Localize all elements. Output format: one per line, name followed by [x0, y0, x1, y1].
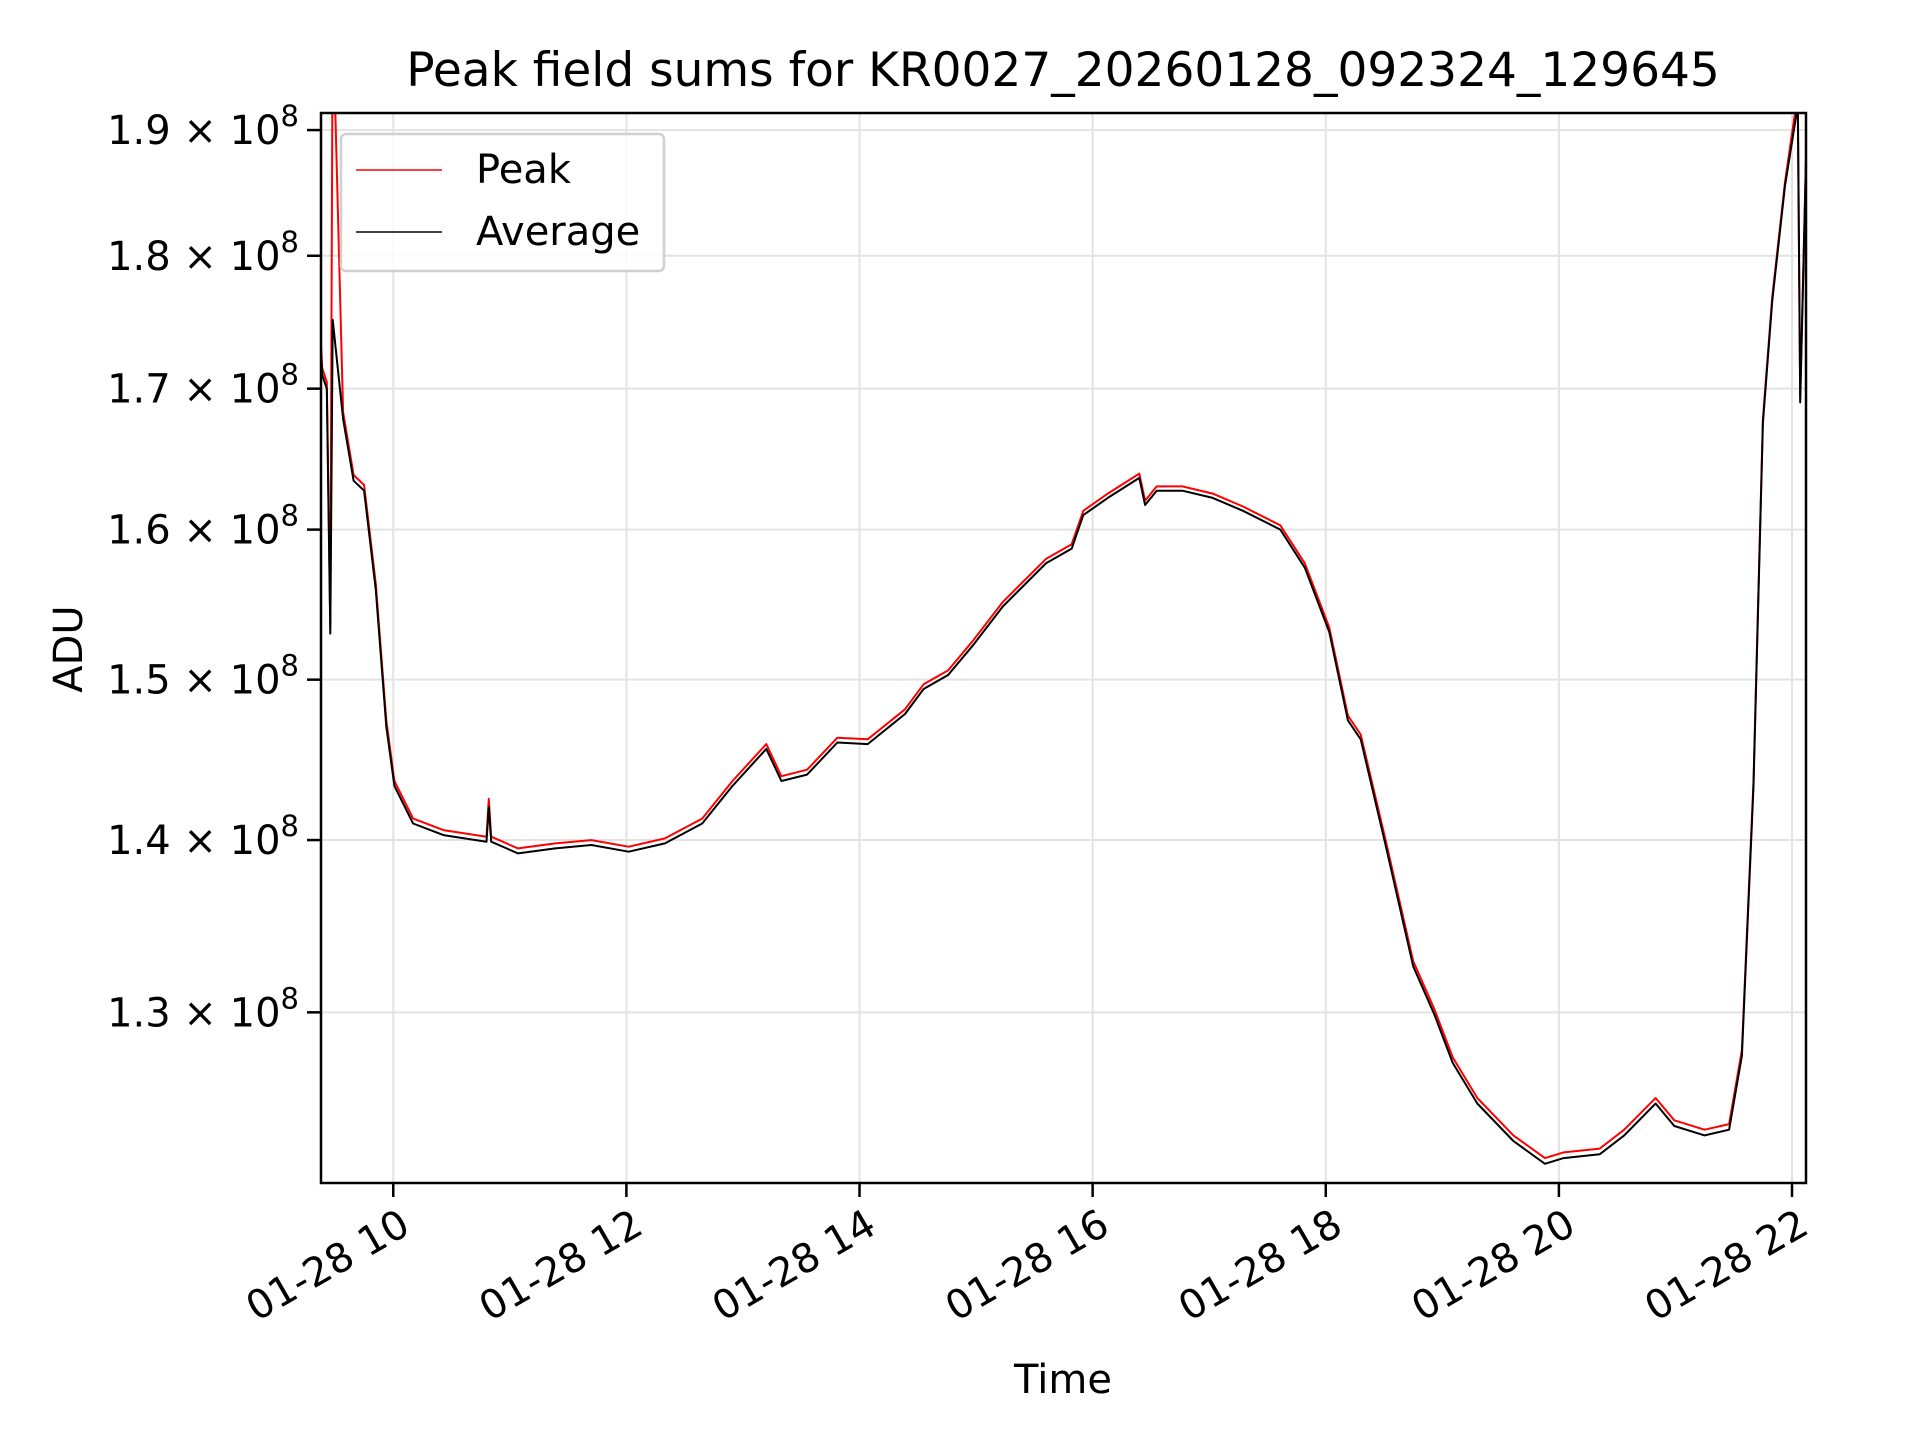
y-tick-mantissa: 1.5 [107, 658, 171, 704]
y-tick-exponent: 8 [281, 809, 299, 843]
y-tick-mantissa: 1.6 [107, 508, 171, 554]
y-tick-times: × [171, 234, 230, 280]
y-tick-exponent: 8 [281, 981, 299, 1015]
y-tick-label: 1.4 × 108 [107, 809, 299, 864]
y-tick-label: 1.8 × 108 [107, 225, 299, 280]
y-tick-base: 10 [230, 508, 281, 554]
y-tick-times: × [171, 818, 230, 864]
y-tick-mantissa: 1.8 [107, 234, 171, 280]
y-tick-label: 1.9 × 108 [107, 99, 299, 154]
grid [321, 113, 1806, 1183]
y-tick-times: × [171, 990, 230, 1036]
x-tick-label: 01-28 20 [1404, 1201, 1583, 1331]
x-tick-label: 01-28 18 [1171, 1201, 1350, 1331]
y-tick-mantissa: 1.3 [107, 990, 171, 1036]
y-tick-exponent: 8 [281, 225, 299, 259]
y-tick-base: 10 [230, 108, 281, 154]
y-tick-times: × [171, 108, 230, 154]
x-tick-label: 01-28 22 [1637, 1201, 1816, 1331]
y-tick-mantissa: 1.9 [107, 108, 171, 154]
y-tick-exponent: 8 [281, 499, 299, 533]
series-line-peak [321, 113, 1806, 1160]
y-tick-label: 1.5 × 108 [107, 649, 299, 704]
y-tick-base: 10 [230, 818, 281, 864]
series-lines [321, 113, 1806, 1165]
y-tick-label: 1.3 × 108 [107, 981, 299, 1036]
x-tick-label: 01-28 16 [938, 1201, 1117, 1331]
legend-average-label: Average [476, 209, 640, 255]
y-tick-times: × [171, 508, 230, 554]
legend-peak-label: Peak [476, 147, 572, 193]
legend-box [339, 132, 666, 273]
y-tick-label: 1.7 × 108 [107, 358, 299, 413]
y-tick-exponent: 8 [281, 649, 299, 683]
y-tick-base: 10 [230, 234, 281, 280]
y-tick-mantissa: 1.4 [107, 818, 171, 864]
y-tick-label: 1.6 × 108 [107, 499, 299, 554]
series-line-average [321, 113, 1806, 1165]
x-tick-label: 01-28 10 [239, 1201, 418, 1331]
y-tick-exponent: 8 [281, 99, 299, 133]
axes-frame [319, 111, 1808, 1185]
x-tick-label: 01-28 12 [472, 1201, 651, 1331]
y-axis-label: ADU [46, 605, 92, 692]
x-axis: 01-28 10 01-28 12 01-28 14 01-28 16 01-28 18… [239, 1183, 1816, 1331]
y-tick-base: 10 [230, 658, 281, 704]
legend: Peak Average [339, 132, 666, 273]
y-tick-exponent: 8 [281, 358, 299, 392]
x-tick-label: 01-28 14 [705, 1201, 884, 1331]
y-tick-times: × [171, 658, 230, 704]
chart-title: Peak field sums for KR0027_20260128_0923… [406, 43, 1720, 98]
y-tick-base: 10 [230, 367, 281, 413]
y-tick-mantissa: 1.7 [107, 367, 171, 413]
y-tick-base: 10 [230, 990, 281, 1036]
x-axis-label: Time [1013, 1357, 1112, 1403]
y-tick-times: × [171, 367, 230, 413]
